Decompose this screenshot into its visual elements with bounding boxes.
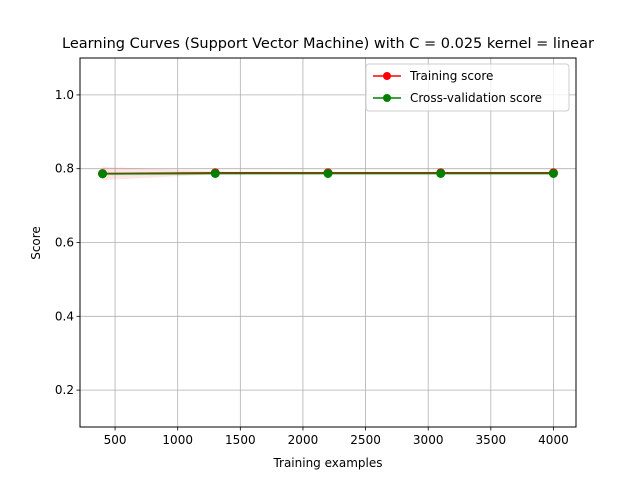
chart-title: Learning Curves (Support Vector Machine)… [62,36,594,52]
x-axis-label: Training examples [272,456,382,470]
y-axis-ticks: 0.2 0.4 0.6 0.8 1.0 [55,88,80,397]
x-tick-label: 500 [104,433,127,447]
series-1-point [323,168,333,178]
legend-swatch-marker [383,72,391,80]
x-tick-label: 4000 [538,433,569,447]
series-1-point [548,168,558,178]
legend-box [365,63,570,112]
legend-swatch-marker [383,94,391,102]
legend-entry-label: Cross-validation score [410,91,542,105]
x-tick-label: 2000 [288,433,319,447]
legend-entry-label: Training score [409,69,493,83]
legend: Training score Cross-validation score [365,63,570,112]
x-axis-ticks: 500 1000 1500 2000 2500 3000 3500 4000 [104,427,569,447]
y-tick-label: 0.2 [55,383,74,397]
series-1-point [436,168,446,178]
x-tick-label: 1000 [162,433,193,447]
y-tick-label: 0.4 [55,309,74,323]
series-1-point [98,169,108,179]
series-1-point [210,168,220,178]
y-tick-label: 0.6 [55,236,74,250]
x-tick-label: 2500 [350,433,381,447]
x-tick-label: 3000 [413,433,444,447]
y-tick-label: 0.8 [55,162,74,176]
x-tick-label: 1500 [225,433,256,447]
x-tick-label: 3500 [476,433,507,447]
grid [80,58,576,427]
y-axis-label: Score [29,226,43,260]
series-lines [98,168,558,179]
y-tick-label: 1.0 [55,88,74,102]
